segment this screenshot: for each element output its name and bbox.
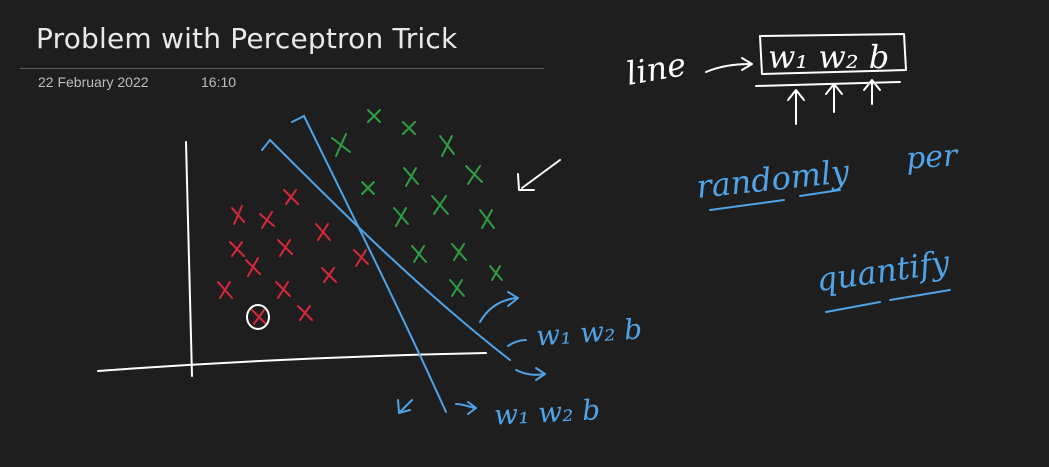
arrow-tick [507,339,527,347]
up-arrow-b [863,79,881,105]
red-cross [229,241,245,257]
red-cross [353,249,369,267]
green-cross [411,245,427,263]
green-cross [465,165,483,185]
underline-randomly [709,189,841,211]
green-cross [367,109,381,123]
arrow-curve [515,369,545,376]
param-box [759,33,907,75]
arrow-curve [479,297,517,323]
arrow-curve [455,403,475,409]
red-cross [321,267,337,283]
title-divider [20,68,544,69]
green-cross [439,135,455,157]
line2-label: w₁ w₂ b [493,393,601,432]
red-cross [251,309,267,325]
param-annotation [705,33,907,125]
green-cross [431,195,449,215]
red-class-points [217,189,369,325]
red-cross [245,257,261,277]
arrow-head [467,401,477,415]
page-time: 16:10 [201,74,237,90]
green-class-points [331,109,503,297]
y-axis [185,141,193,377]
red-cross [259,211,275,229]
up-arrow-w1 [787,89,805,125]
note-per: per [904,138,959,177]
page-date: 22 February 2022 [38,74,149,90]
pointer-arrow [517,159,561,191]
green-cross [402,121,416,135]
green-cross [393,207,409,227]
green-cross [451,243,467,261]
green-cross [361,181,375,195]
note-params: w₁ w₂ b [768,38,890,76]
line-arrows [397,291,546,415]
red-cross [231,205,245,225]
arrow-head [507,291,519,307]
right-arrow [705,63,751,73]
arrow-head [535,367,546,381]
arrow-head [397,399,411,414]
red-cross [283,189,299,205]
axes [97,141,487,377]
red-cross [297,305,313,321]
red-cross [277,239,293,257]
green-cross [479,209,495,229]
red-cross [315,223,331,241]
decision-lines [261,114,511,413]
up-arrow-w2 [825,83,843,113]
decision-line-2 [291,114,447,413]
green-cross [403,167,419,187]
arrow-curve [399,399,413,413]
red-cross [217,281,233,299]
green-cross [331,133,351,157]
page-title: Problem with Perceptron Trick [36,22,458,55]
note-underlines [709,189,951,313]
box-underline [755,81,901,87]
x-axis [97,352,487,372]
green-cross [449,279,465,297]
circled-point [246,304,270,330]
red-cross [275,281,291,299]
decision-line-1 [261,138,511,361]
green-cross [489,265,503,281]
underline-quantify [825,289,951,313]
